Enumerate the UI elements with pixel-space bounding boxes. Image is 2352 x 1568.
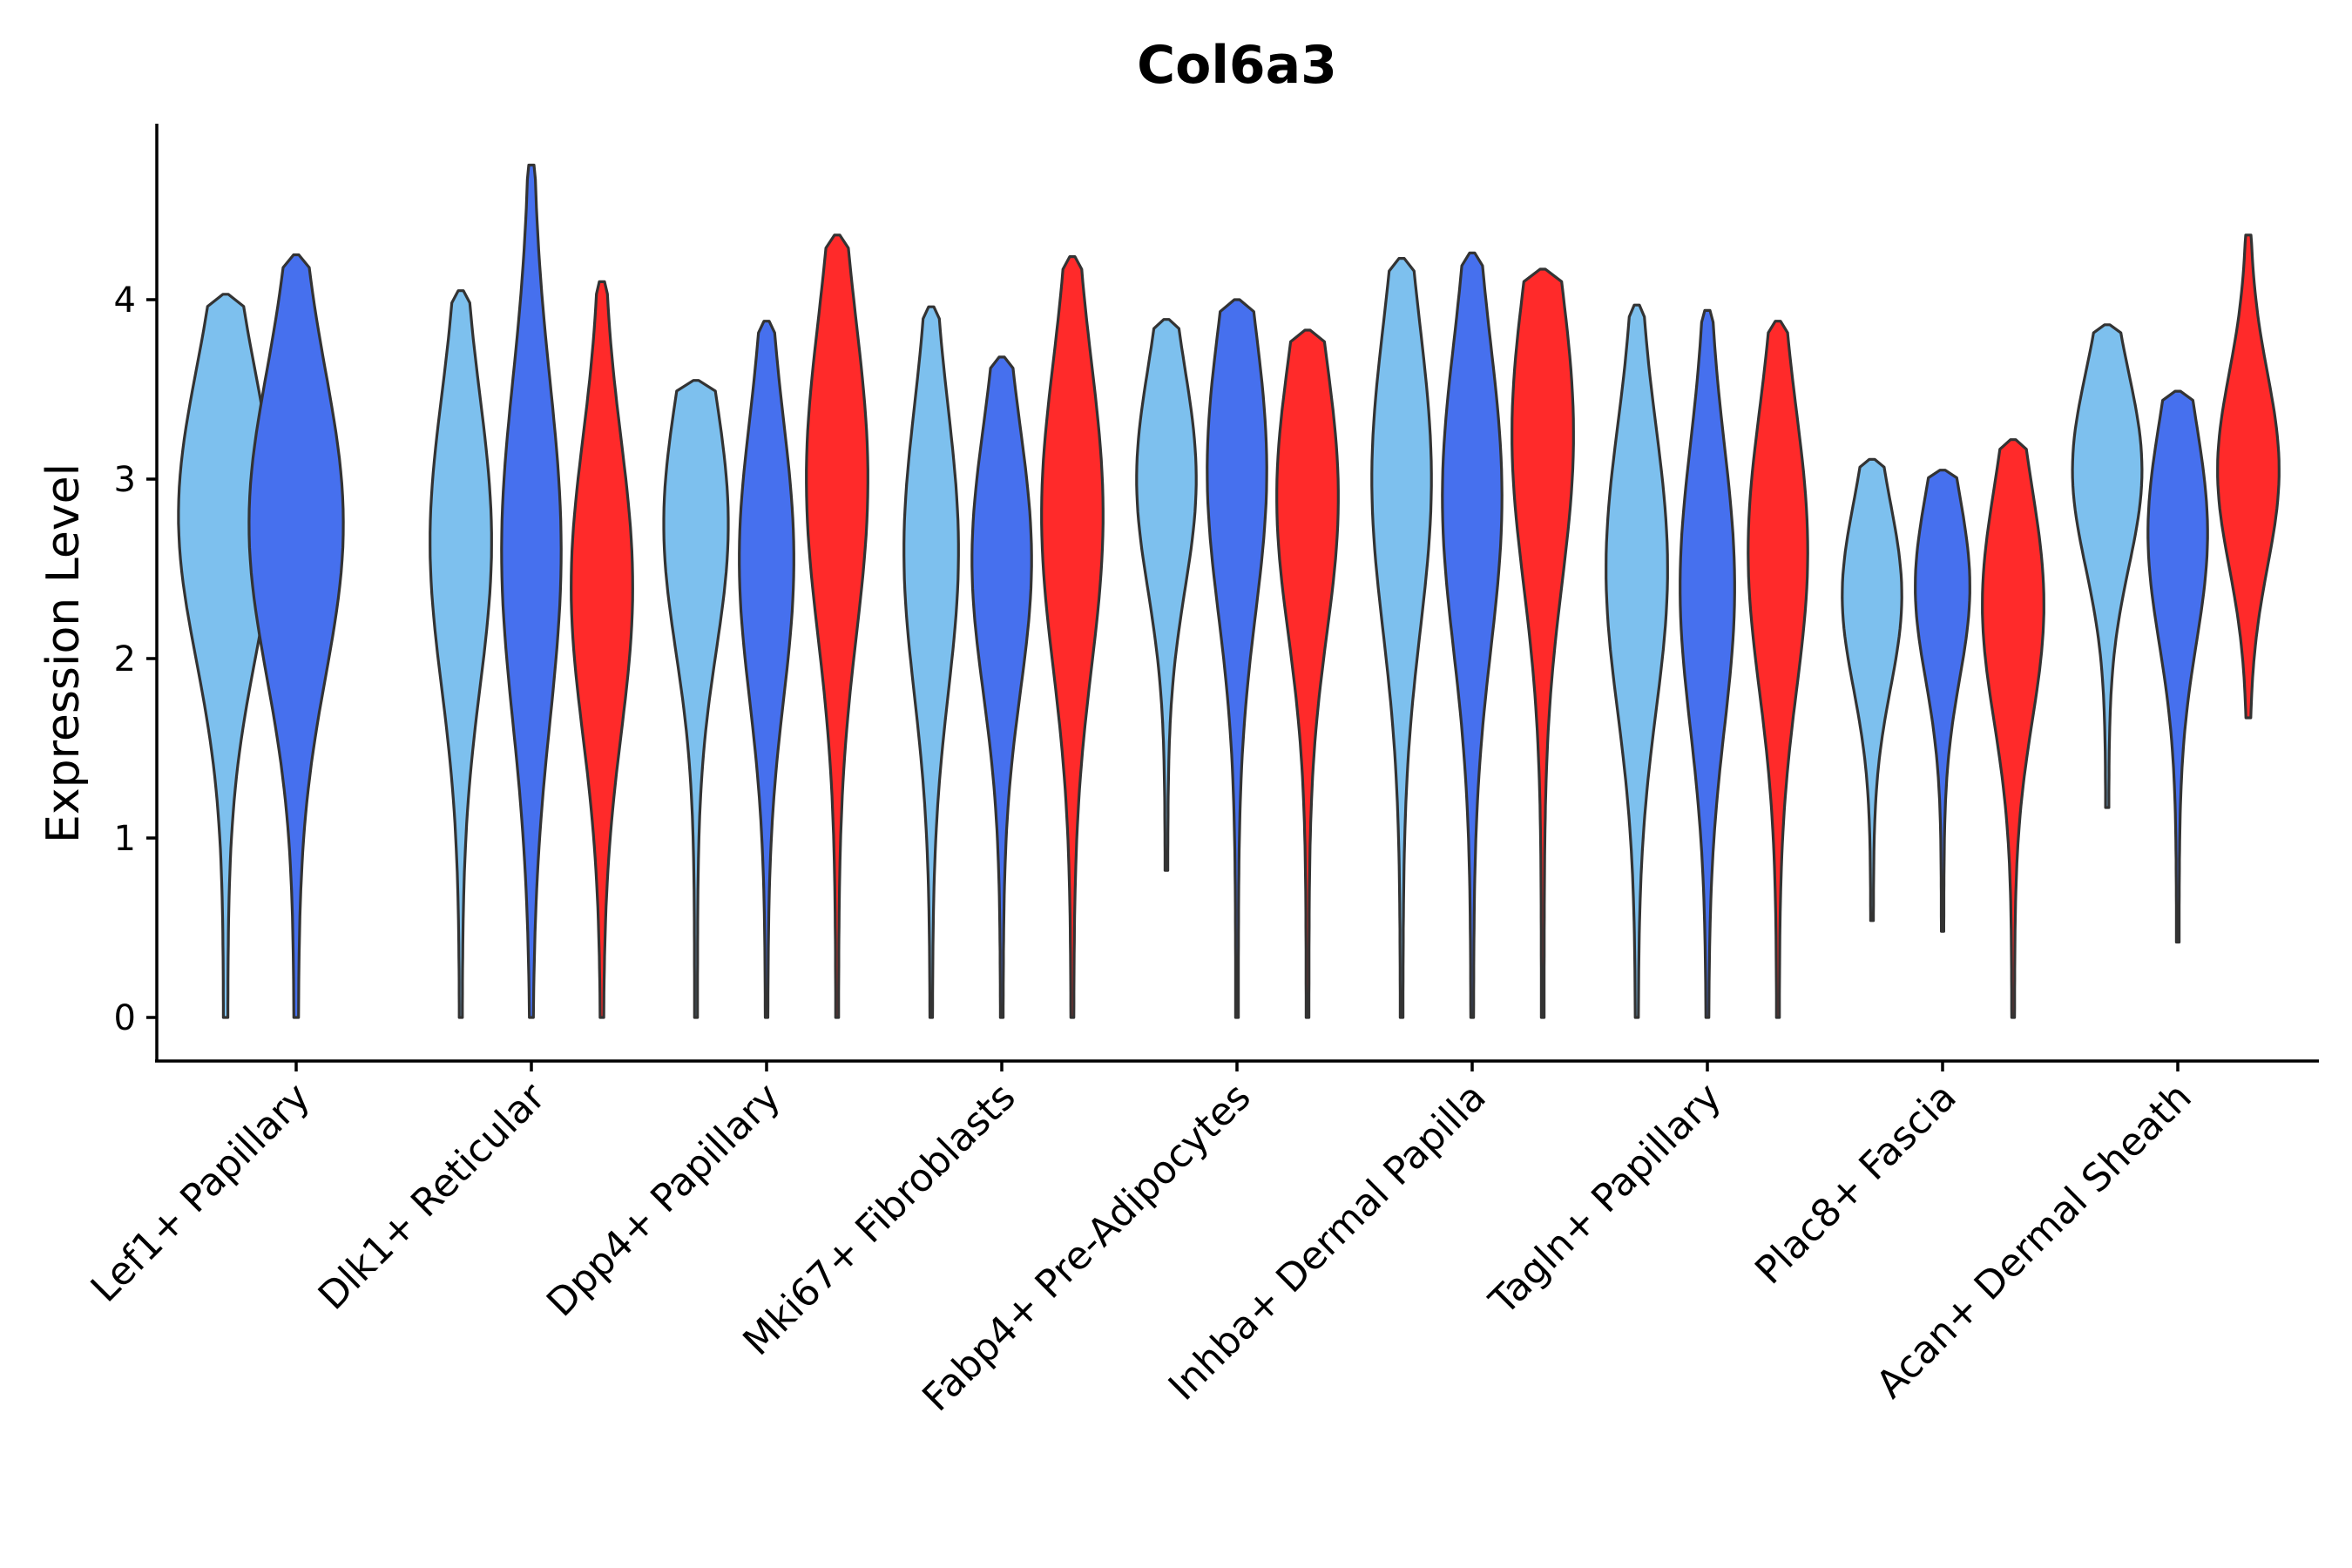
x-tick-label-dpp4-papillary: Dpp4+ Papillary [538,1075,789,1326]
y-tick-label: 4 [114,280,136,321]
violin-plac8-fascia-group-2 [1914,469,1971,933]
violin-inhba-dermal-papilla-group-1 [1370,257,1433,1019]
violin-dlk1-reticular-group-1 [429,289,493,1019]
x-tick-label-tagln-papillary: Tagln+ Papillary [1481,1075,1730,1324]
violin-fabp4-pre-adipocytes-group-1 [1135,318,1198,872]
violin-mki67-fibroblasts-group-1 [902,305,960,1019]
violin-mki67-fibroblasts-group-2 [970,355,1033,1019]
violin-dlk1-reticular-group-3 [570,280,634,1019]
x-tick-label-dlk1-reticular: Dlk1+ Reticular [310,1074,555,1319]
violin-acan-dermal-sheath-group-2 [2146,389,2209,944]
y-tick-label: 0 [114,998,136,1038]
violin-mki67-fibroblasts-group-3 [1040,255,1105,1019]
y-tick-label: 3 [114,460,136,500]
y-tick-label: 2 [114,639,136,679]
violin-dpp4-papillary-group-1 [662,379,730,1019]
violin-tagln-papillary-group-2 [1679,308,1736,1019]
violin-inhba-dermal-papilla-group-2 [1441,251,1504,1019]
y-ticks: 0 1 2 3 4 [114,280,157,1038]
violin-dlk1-reticular-group-2 [500,163,563,1019]
violin-tagln-papillary-group-3 [1747,320,1809,1019]
violin-fabp4-pre-adipocytes-group-2 [1206,298,1268,1019]
violin-lef1-papillary-group-1 [177,293,274,1019]
violin-inhba-dermal-papilla-group-3 [1511,267,1575,1019]
violin-acan-dermal-sheath-group-3 [2216,233,2281,720]
violin-fabp4-pre-adipocytes-group-3 [1275,328,1340,1019]
chart-title: Col6a3 [1137,35,1337,96]
violin-layer [177,163,2281,1019]
violin-dpp4-papillary-group-2 [738,320,795,1019]
y-axis-label: Expression Level [37,463,90,843]
violin-lef1-papillary-group-2 [247,253,345,1019]
x-tick-label-lef1-papillary: Lef1+ Papillary [83,1075,319,1311]
violin-tagln-papillary-group-1 [1605,303,1669,1019]
violin-plac8-fascia-group-3 [1981,438,2045,1019]
x-tick-label-plac8-fascia: Plac8+ Fascia [1747,1075,1965,1294]
violin-acan-dermal-sheath-group-1 [2071,323,2144,809]
violin-plac8-fascia-group-1 [1841,457,1903,923]
y-tick-label: 1 [114,819,136,859]
violin-dpp4-papillary-group-3 [805,233,869,1019]
